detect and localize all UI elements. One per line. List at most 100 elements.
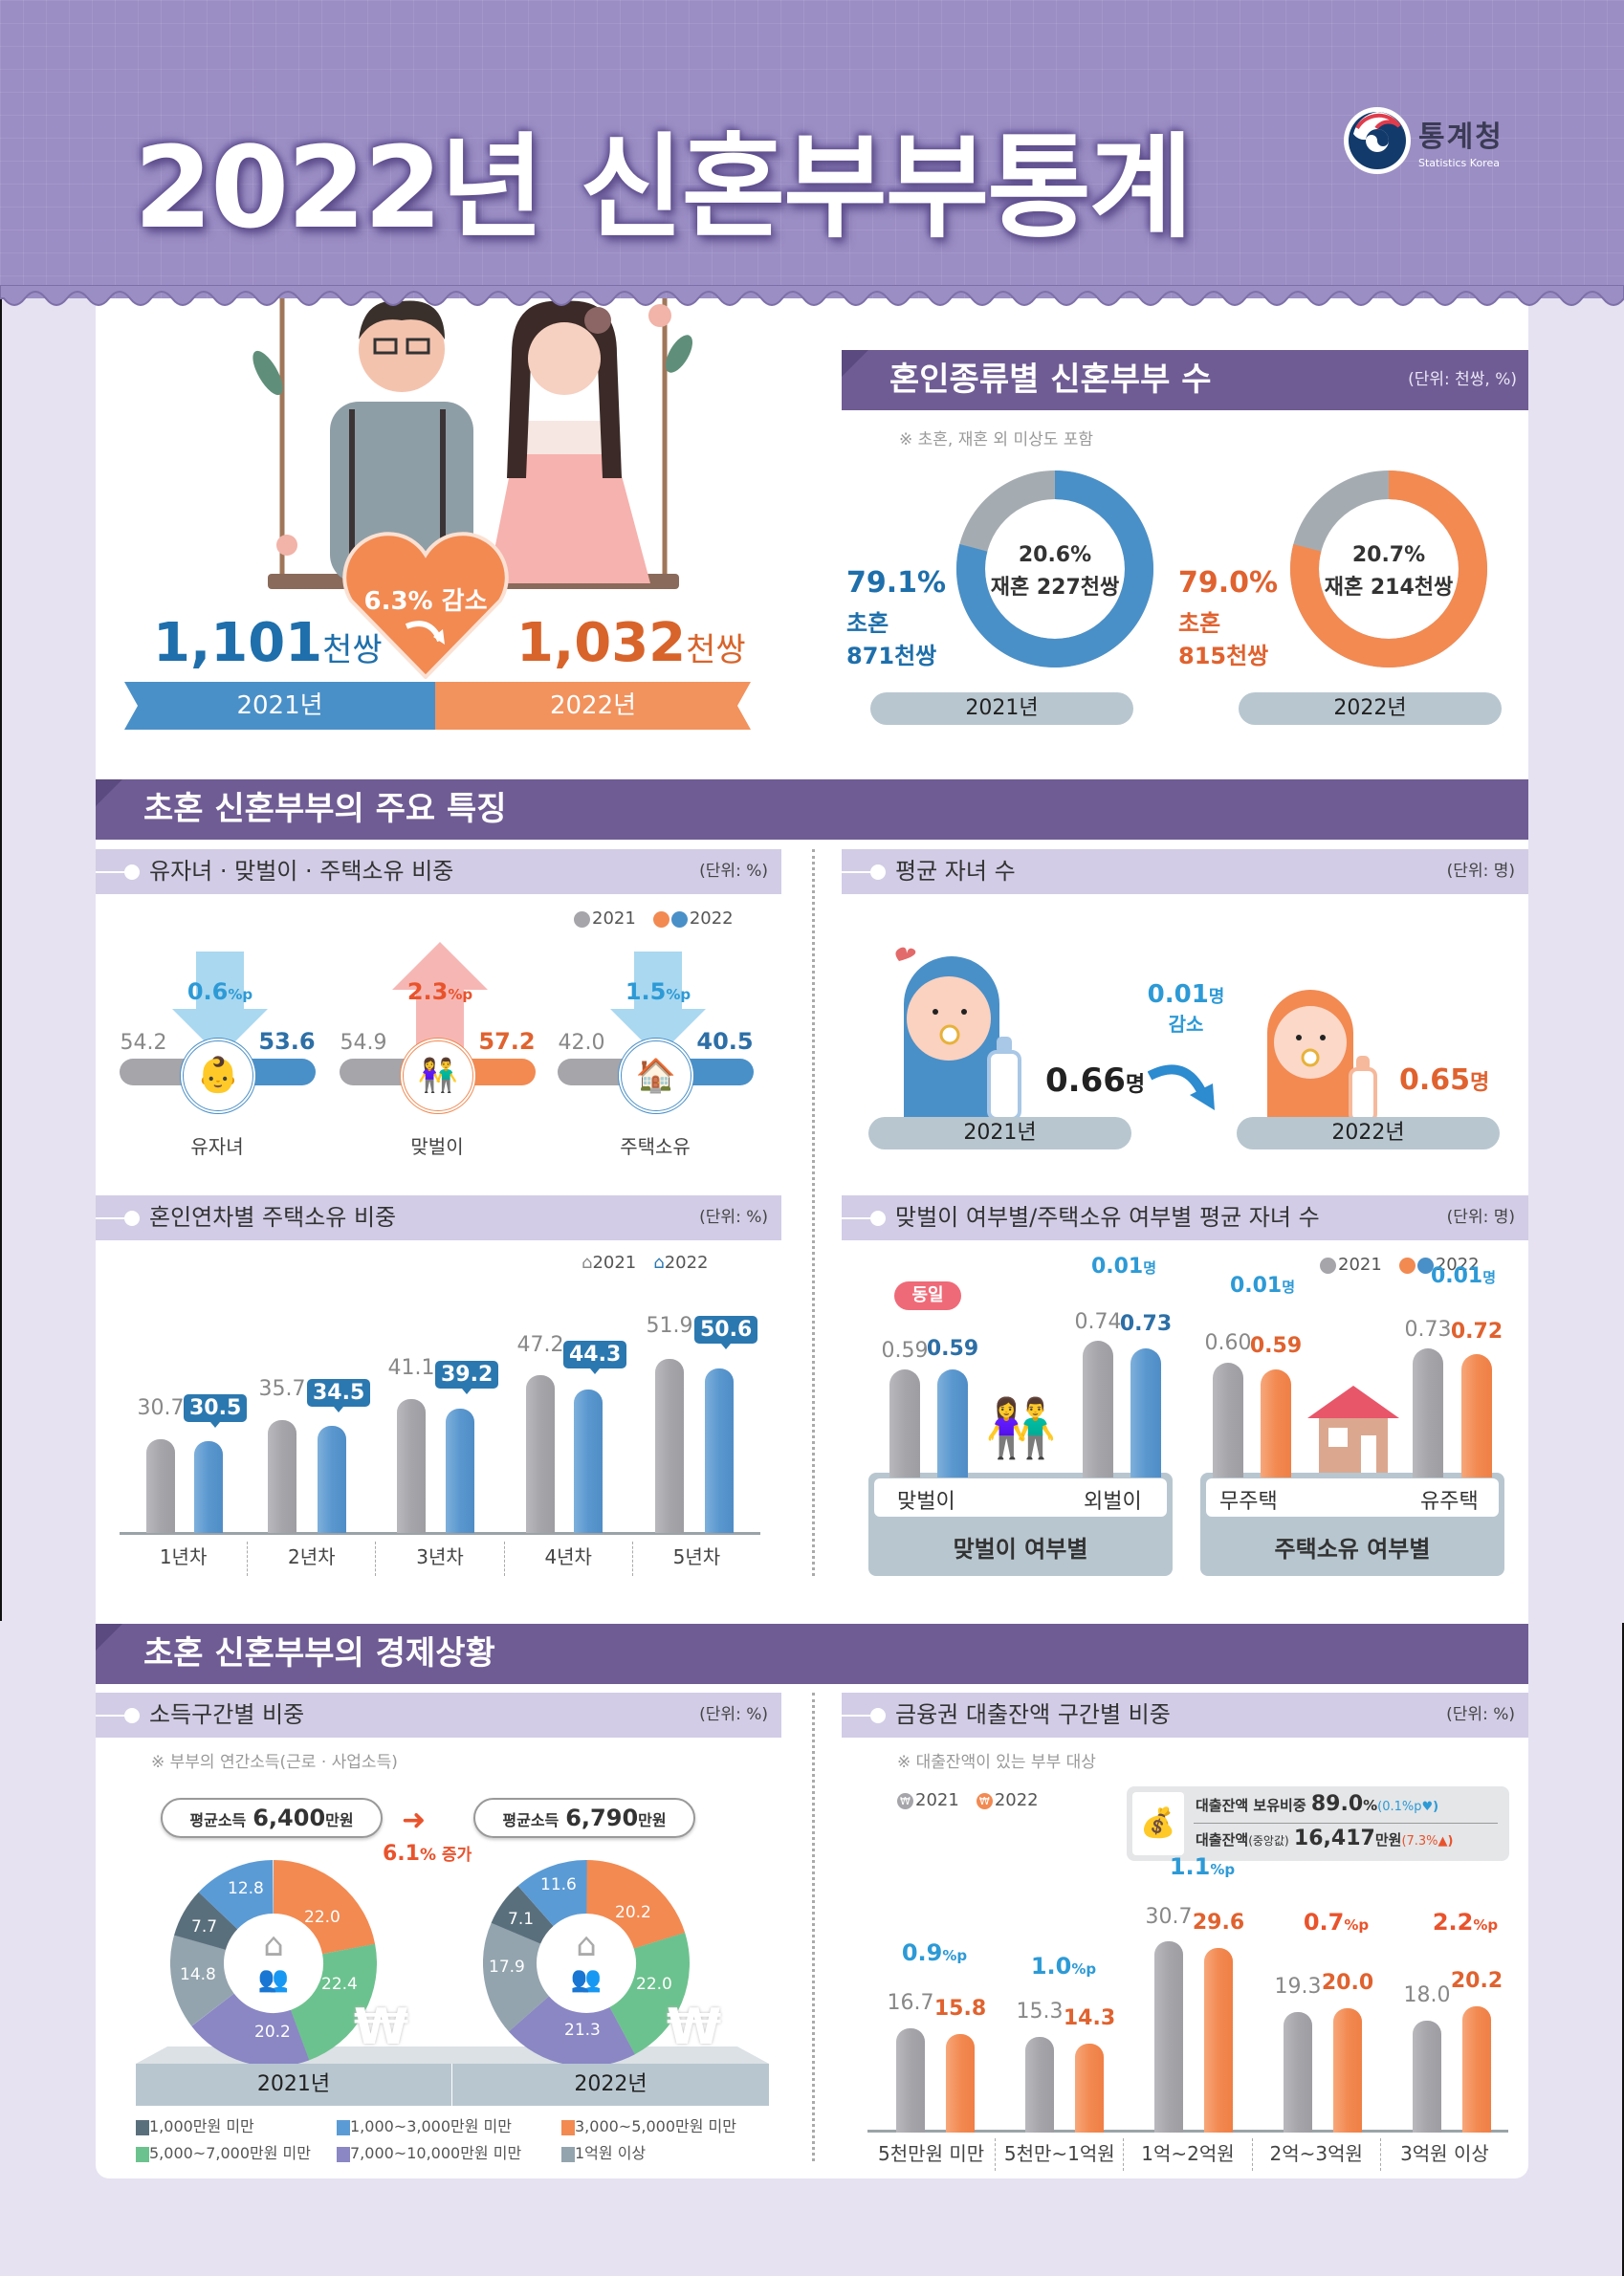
legend-item: 5,000~7,000만원 미만 xyxy=(136,2140,337,2163)
bar-value-2022: 29.6 xyxy=(1192,1911,1245,1935)
column-divider xyxy=(812,849,815,1576)
bar-value-2022: 30.5 xyxy=(184,1394,248,1428)
money-bag-icon: 💰 xyxy=(1132,1792,1184,1855)
bar-value-2021: 47.2 xyxy=(516,1333,564,1357)
change-0: 0.9%p xyxy=(901,1939,968,1966)
x-label: 1억~2억원 xyxy=(1124,2138,1253,2171)
remarriage-count-2021: 재혼 227천쌍 xyxy=(990,576,1120,600)
section2-heading: 초혼 신혼부부의 경제상황 xyxy=(96,1624,1528,1684)
change-3: 0.7%p xyxy=(1303,1909,1370,1936)
bar-2021 xyxy=(146,1439,175,1533)
hero-count-2021: 1,101천쌍 xyxy=(153,612,383,674)
income-change: 6.1% 증가 xyxy=(383,1842,472,1866)
working-couple-icon: 👫 xyxy=(985,1395,1057,1462)
down-arrow-icon xyxy=(610,952,706,1057)
income-year-2022: 2022년 xyxy=(452,2064,769,2106)
marriage-type-note: ※ 초혼, 재혼 외 미상도 포함 xyxy=(899,430,1094,449)
x-label: 5천만원 미만 xyxy=(867,2138,997,2171)
category-dual-income: 맞벌이 xyxy=(897,1490,955,1514)
value-2022: 40.5 xyxy=(696,1028,754,1055)
loans-bar-chart: 16.7 15.8 0.9%p 15.3 14.3 1.0%p 30.7 29.… xyxy=(867,1853,1508,2134)
ratios-title: 유자녀 · 맞벌이 · 주택소유 비중 xyxy=(149,858,454,885)
loans-unit: (단위: %) xyxy=(1446,1705,1515,1724)
hero-couple-panel: 6.3% 감소 1,101천쌍 1,032천쌍 2021년 2022년 xyxy=(124,296,775,746)
year-pill-2022: 2022년 xyxy=(1237,1117,1500,1149)
avg-children-subheading: 평균 자녀 수 (단위: 명) xyxy=(842,849,1528,894)
svg-text:⌂: ⌂ xyxy=(263,1926,284,1964)
logo-korean-name: 통계청 xyxy=(1418,120,1503,154)
value-2021: 54.9 xyxy=(340,1031,387,1055)
svg-text:⌂: ⌂ xyxy=(576,1926,597,1964)
bar-dual-2022 xyxy=(937,1369,968,1477)
bar-house-2021 xyxy=(1413,1348,1443,1477)
ratio-item-home-ownership: 1.5%p 🏠 42.0 40.5 주택소유 xyxy=(558,942,754,1162)
won-icon: ₩ xyxy=(354,1999,409,2056)
first-marriage-label-2021: 초혼 xyxy=(846,610,889,637)
x-label: 1년차 xyxy=(120,1542,249,1576)
avg-income-2021: 평균소득 6,400만원 xyxy=(161,1798,383,1838)
bar-value-2022: 50.6 xyxy=(694,1316,758,1349)
header-banner: 2022년 신혼부부통계 통계청 Statistics Korea xyxy=(0,0,1624,306)
category-no-house: 무주택 xyxy=(1219,1490,1278,1514)
change-heart: 6.3% 감소 xyxy=(340,526,512,680)
house-icon xyxy=(1307,1386,1399,1473)
x-label: 4년차 xyxy=(505,1542,633,1576)
legend-2021: ⌂2021 xyxy=(582,1253,637,1273)
bar-2022 xyxy=(446,1409,474,1533)
bar-house-2022 xyxy=(1461,1354,1492,1477)
bullet-dot-icon xyxy=(842,864,886,880)
x-label: 3억원 이상 xyxy=(1400,2142,1489,2165)
housing-by-year-subheading: 혼인연차별 주택소유 비중 (단위: %) xyxy=(96,1195,781,1240)
bar-2022 xyxy=(194,1441,223,1533)
change-children: 0.6%p xyxy=(187,978,253,1005)
remarriage-pct-2021: 20.6% xyxy=(1018,543,1092,567)
baby-orange-illustration xyxy=(1267,990,1353,1119)
label: 맞벌이 xyxy=(410,1135,464,1158)
avg-children-2021: 0.66명 xyxy=(1045,1061,1146,1100)
bar-2022 xyxy=(1462,2006,1491,2133)
bar-value-2021: 19.3 xyxy=(1274,1975,1322,1999)
legend-item: 1,000만원 미만 xyxy=(136,2113,337,2136)
avg-children-unit: (단위: 명) xyxy=(1446,862,1515,881)
first-marriage-pct-2021: 79.1% xyxy=(846,566,947,600)
change-dual-income: 2.3%p xyxy=(406,978,473,1005)
housing-bar-chart: 30.7 30.5 35.7 34.5 41.1 39.2 47.2 44.3 … xyxy=(120,1301,760,1535)
bar-value-2022: 44.3 xyxy=(563,1341,627,1374)
right-arrow-icon: ➜ xyxy=(402,1804,427,1837)
income-2022-labels: 20.2 22.0 21.3 17.9 7.1 11.6 xyxy=(489,1875,672,2040)
income-note: ※ 부부의 연간소득(근로 · 사업소득) xyxy=(151,1753,398,1772)
donut-2022 xyxy=(1290,471,1487,667)
income-subheading: 소득구간별 비중 (단위: %) xyxy=(96,1693,781,1738)
loans-x-axis: 5천만원 미만 5천만~1억원 1억~2억원 2억~3억원 3억원 이상 xyxy=(867,2138,1508,2171)
bar-value-2021: 30.7 xyxy=(1145,1905,1193,1929)
bar-value-2022: 34.5 xyxy=(307,1379,371,1412)
bar-single-2022 xyxy=(1130,1348,1161,1477)
income-donut-2022: ⌂ 👥 xyxy=(483,1860,690,2067)
bar-value-2022: 20.0 xyxy=(1321,1971,1374,1995)
legend-2021: 2021 xyxy=(574,908,636,929)
bar-value-2022: 14.3 xyxy=(1063,2006,1116,2030)
bar-nohouse-2022 xyxy=(1261,1369,1291,1477)
curved-down-arrow-icon xyxy=(1148,1064,1215,1110)
income-2021-labels: 22.0 22.4 20.2 14.8 7.7 12.8 xyxy=(180,1879,358,2042)
ratios-unit: (단위: %) xyxy=(699,862,768,881)
baby-blue-illustration xyxy=(895,947,999,1119)
bar-value-2021: 18.0 xyxy=(1403,1983,1451,2007)
page-title: 2022년 신혼부부통계 xyxy=(134,121,1193,253)
bar-value-2022: 20.2 xyxy=(1450,1969,1503,1993)
legend-item: 7,000~10,000만원 미만 xyxy=(337,2140,561,2163)
bar-2021 xyxy=(655,1359,684,1533)
bar-single-2021 xyxy=(1083,1341,1113,1477)
children-by-type-unit: (단위: 명) xyxy=(1446,1208,1515,1227)
value-single-2021: 0.74 xyxy=(1074,1310,1122,1334)
income-donut-2021: ⌂ 👥 xyxy=(170,1860,377,2067)
marriage-type-title: 혼인종류별 신혼부부 수 xyxy=(889,361,1212,399)
group-label: 주택소유 여부별 xyxy=(1274,1536,1431,1563)
column-divider xyxy=(812,1693,815,2161)
housing-x-axis: 1년차 2년차 3년차 4년차 5년차 xyxy=(120,1542,760,1576)
legend-item: 1억원 이상 xyxy=(561,2140,786,2163)
bar-2022 xyxy=(318,1426,346,1533)
category-single-income: 외벌이 xyxy=(1084,1490,1142,1514)
change-single: 0.01명 xyxy=(1090,1255,1157,1279)
logo-english-name: Statistics Korea xyxy=(1418,156,1500,169)
